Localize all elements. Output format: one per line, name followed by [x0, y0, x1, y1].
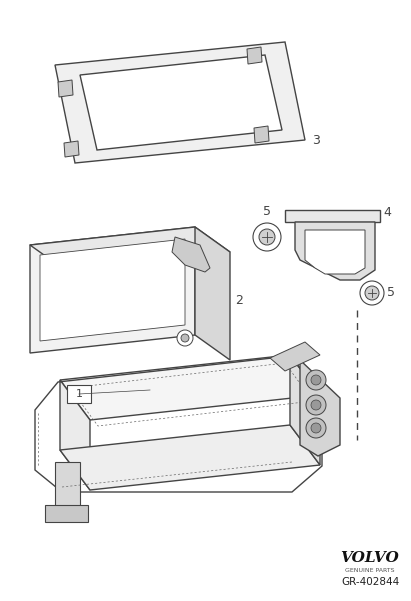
- Polygon shape: [45, 505, 88, 522]
- Text: 2: 2: [235, 293, 243, 307]
- Text: 5: 5: [263, 205, 271, 218]
- Text: 4: 4: [383, 206, 391, 219]
- Circle shape: [311, 423, 321, 433]
- Circle shape: [181, 334, 189, 342]
- Polygon shape: [30, 227, 230, 270]
- Polygon shape: [55, 462, 80, 510]
- Polygon shape: [305, 230, 365, 274]
- Polygon shape: [30, 227, 195, 353]
- Polygon shape: [60, 380, 90, 490]
- Circle shape: [311, 400, 321, 410]
- Circle shape: [306, 395, 326, 415]
- Circle shape: [259, 229, 275, 245]
- Polygon shape: [172, 237, 210, 272]
- Circle shape: [360, 281, 384, 305]
- Polygon shape: [58, 80, 73, 97]
- Polygon shape: [254, 126, 269, 143]
- Polygon shape: [64, 141, 79, 157]
- Polygon shape: [270, 342, 320, 371]
- Text: GR-402844: GR-402844: [341, 577, 399, 587]
- Polygon shape: [290, 355, 320, 465]
- Text: 3: 3: [312, 133, 320, 147]
- Polygon shape: [300, 360, 340, 456]
- Polygon shape: [80, 55, 282, 150]
- Polygon shape: [60, 425, 320, 490]
- Circle shape: [177, 330, 193, 346]
- Text: VOLVO: VOLVO: [341, 551, 399, 565]
- Circle shape: [365, 286, 379, 300]
- Polygon shape: [285, 210, 380, 222]
- Polygon shape: [295, 222, 375, 280]
- Polygon shape: [60, 355, 320, 420]
- Text: GENUINE PARTS: GENUINE PARTS: [345, 569, 395, 573]
- Polygon shape: [247, 47, 262, 64]
- Circle shape: [306, 370, 326, 390]
- Polygon shape: [195, 227, 230, 360]
- Circle shape: [311, 375, 321, 385]
- Text: 1: 1: [76, 389, 83, 399]
- Circle shape: [306, 418, 326, 438]
- Circle shape: [253, 223, 281, 251]
- Polygon shape: [55, 42, 305, 163]
- FancyBboxPatch shape: [67, 385, 91, 403]
- Polygon shape: [40, 239, 185, 341]
- Text: 5: 5: [387, 287, 395, 299]
